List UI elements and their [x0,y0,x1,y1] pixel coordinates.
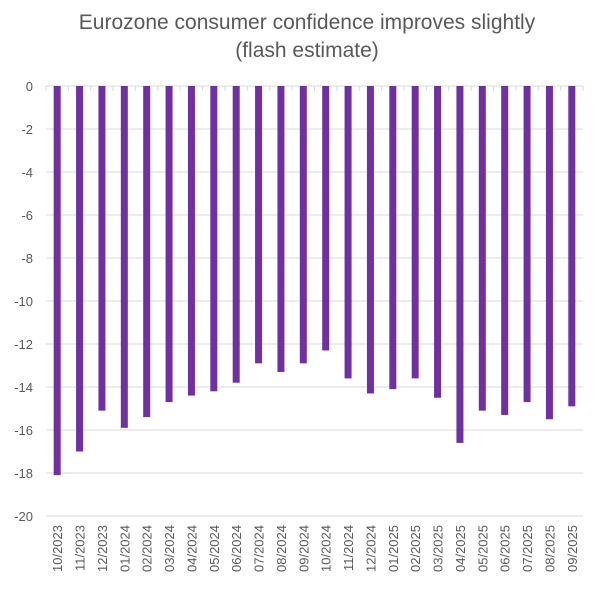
bar-12-2024 [366,86,374,394]
y-tick-label: 0 [26,79,33,94]
bar-10-2024 [322,86,330,351]
bar-06-2025 [501,86,509,415]
y-tick-label: -6 [21,208,33,223]
x-tick-label: 01/2024 [117,525,132,572]
y-tick-label: -10 [14,294,33,309]
x-tick-label: 05/2025 [475,525,490,572]
x-tick-label: 04/2025 [453,525,468,572]
bar-01-2025 [389,86,397,390]
bar-07-2024 [255,86,263,364]
y-tick-label: -16 [14,423,33,438]
x-tick-label: 03/2024 [162,525,177,572]
bar-09-2025 [568,86,576,407]
x-tick-label: 02/2024 [140,525,155,572]
y-tick-label: -12 [14,337,33,352]
x-axis-ticks: 10/2023 11/2023 12/2023 01/2024 02/2024 03/20… [50,525,580,572]
x-tick-label: 02/2025 [408,525,423,572]
bar-02-2025 [411,86,419,379]
bar-05-2025 [478,86,486,411]
bar-09-2024 [299,86,307,364]
x-tick-label: 07/2025 [520,525,535,572]
bar-01-2024 [120,86,128,428]
x-tick-label: 09/2024 [296,525,311,572]
bar-03-2024 [165,86,173,403]
bar-07-2025 [523,86,531,403]
x-tick-label: 08/2024 [274,525,289,572]
y-tick-label: -8 [21,251,33,266]
x-tick-label: 07/2024 [252,525,267,572]
x-tick-label: 12/2023 [95,525,110,572]
y-tick-label: -14 [14,380,33,395]
x-tick-label: 11/2023 [73,525,88,571]
y-tick-label: -20 [14,509,33,524]
y-tick-label: -2 [21,122,33,137]
bar-11-2023 [76,86,84,452]
x-tick-label: 06/2024 [229,525,244,572]
bar-05-2024 [210,86,218,392]
bar-02-2024 [143,86,151,418]
bar-03-2025 [434,86,442,398]
bar-08-2024 [277,86,285,372]
x-tick-label: 09/2025 [565,525,580,572]
bars [53,86,576,476]
bar-04-2025 [456,86,464,443]
gridlines [45,85,584,517]
x-tick-label: 08/2025 [542,525,557,572]
y-axis-ticks: 0 -2 -4 -6 -8 -10 -12 -14 -16 -18 -20 [14,79,33,524]
bar-04-2024 [187,86,195,396]
chart-title-line-1: Eurozone consumer confidence improves sl… [79,11,536,34]
bar-08-2025 [545,86,553,420]
x-tick-label: 04/2024 [184,525,199,572]
bar-11-2024 [344,86,352,379]
y-tick-label: -4 [21,165,33,180]
bar-10-2023 [53,86,61,476]
bar-06-2024 [232,86,240,383]
x-tick-label: 05/2024 [207,525,222,572]
x-tick-label: 10/2023 [50,525,65,572]
x-tick-label: 03/2025 [431,525,446,572]
x-tick-label: 11/2024 [341,525,356,571]
x-tick-label: 01/2025 [386,525,401,572]
chart-title-line-2: (flash estimate) [235,39,379,62]
x-tick-label: 06/2025 [498,525,513,572]
x-tick-label: 12/2024 [363,525,378,572]
x-tick-label: 10/2024 [319,525,334,572]
bar-12-2023 [98,86,106,411]
y-tick-label: -18 [14,466,33,481]
